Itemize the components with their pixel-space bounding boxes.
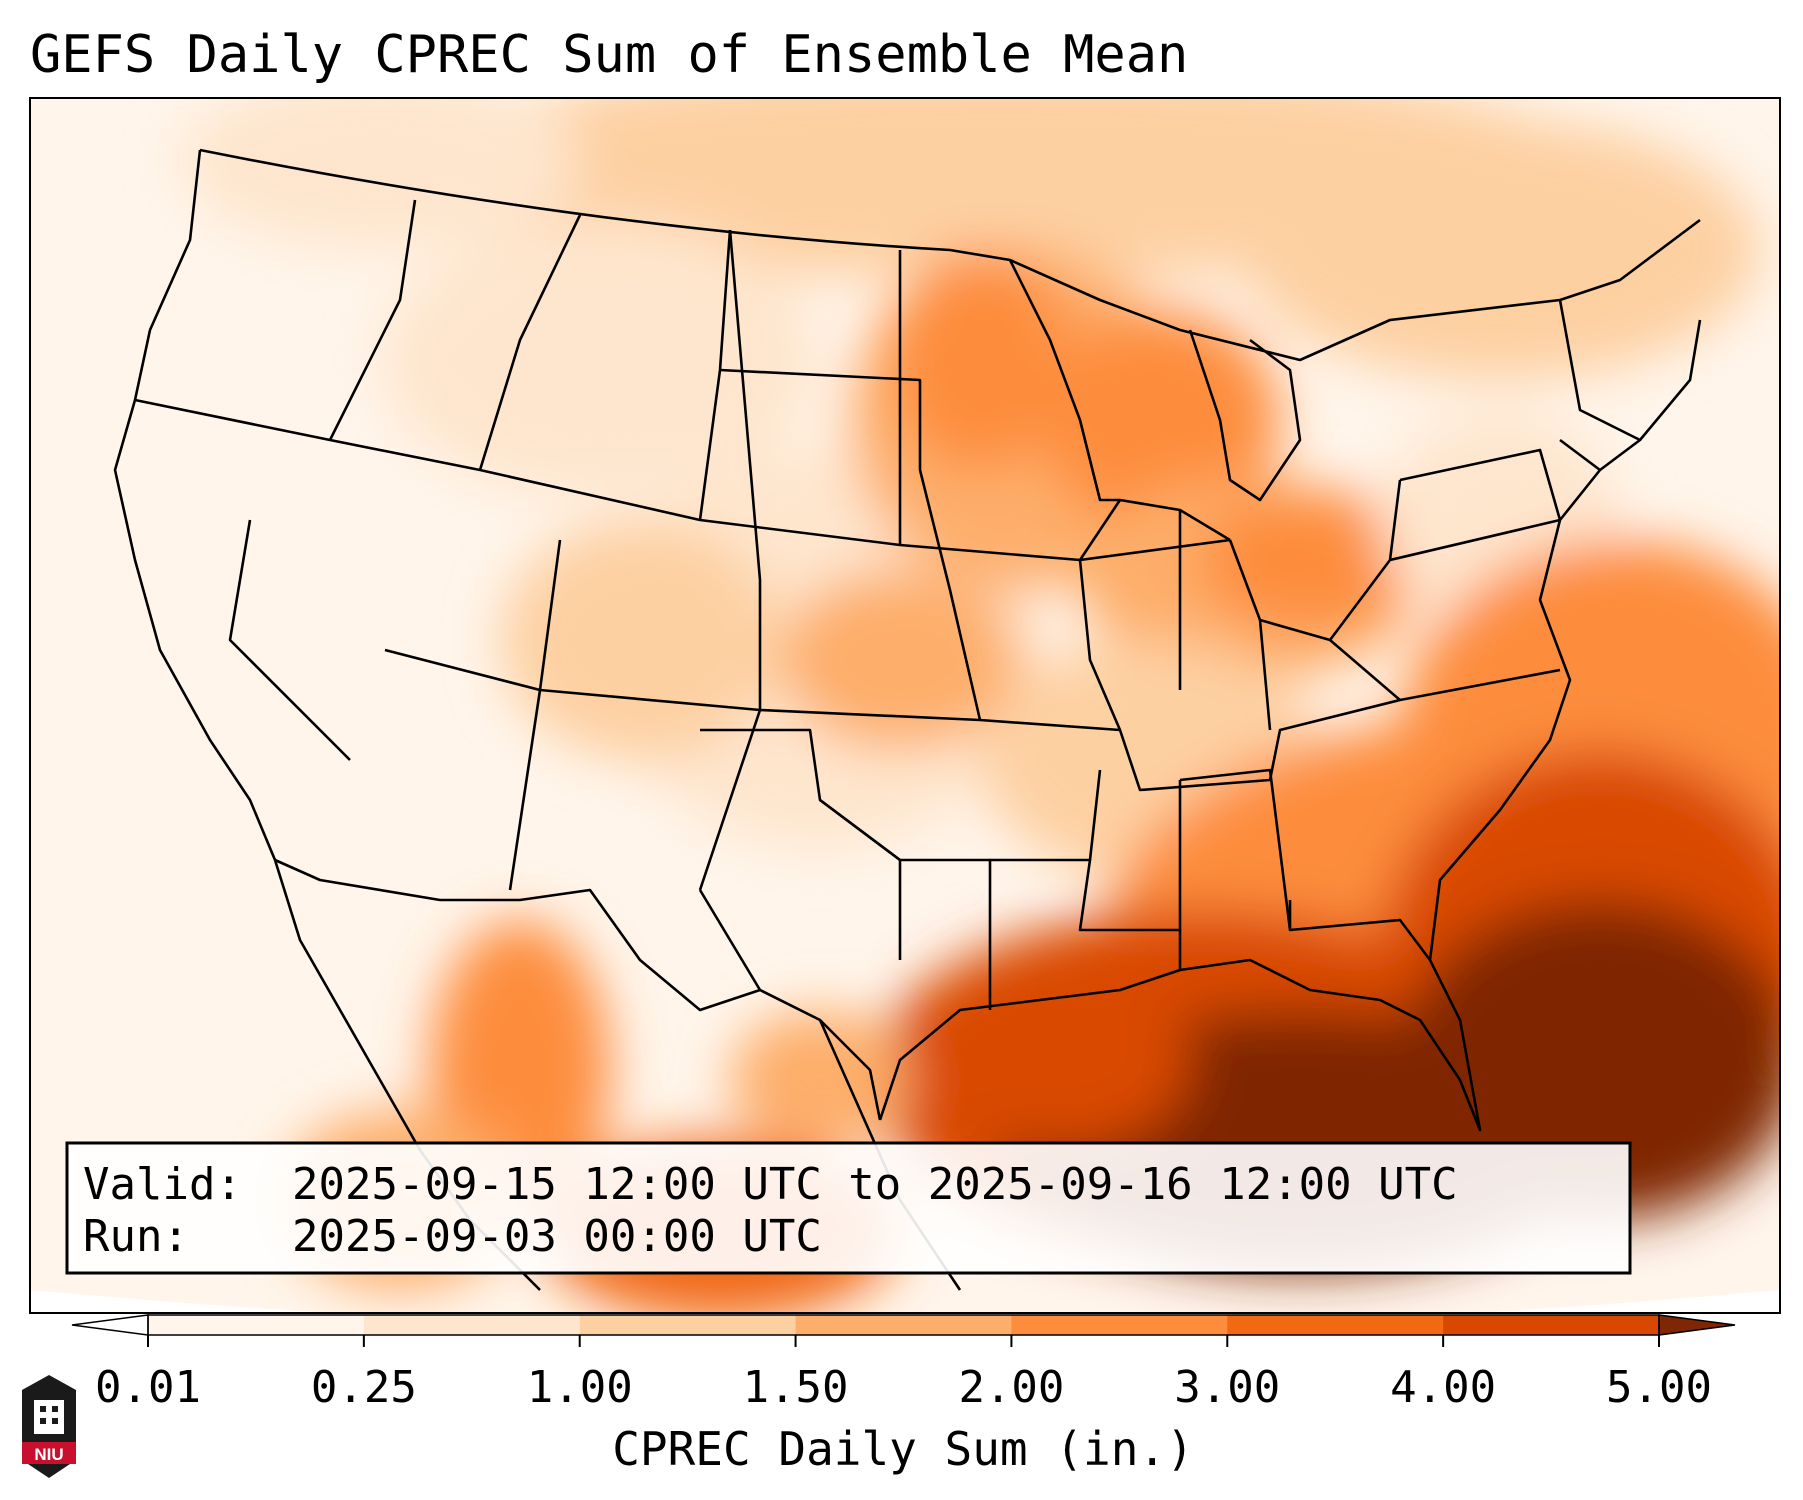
colorbar-label: CPREC Daily Sum (in.) xyxy=(612,1422,1194,1476)
colorbar: 0.01 0.25 1.00 1.50 2.00 3.00 4.00 5.00 CPREC D… xyxy=(71,1314,1736,1476)
colorbar-tick-label: 3.00 xyxy=(1174,1362,1280,1413)
colorbar-bin xyxy=(148,1315,365,1335)
niu-logo-text: NIU xyxy=(34,1445,63,1464)
run-label: Run: xyxy=(83,1211,189,1262)
colorbar-bin xyxy=(1443,1315,1660,1335)
colorbar-tick-label: 1.50 xyxy=(743,1362,849,1413)
colorbar-tick-label: 5.00 xyxy=(1606,1362,1712,1413)
colorbar-bin xyxy=(579,1315,797,1335)
info-box: Valid: 2025-09-15 12:00 UTC to 2025-09-1… xyxy=(65,1141,1632,1275)
map-title: GEFS Daily CPREC Sum of Ensemble Mean xyxy=(30,25,1188,85)
colorbar-tick-label: 0.25 xyxy=(311,1362,417,1413)
colorbar-bin xyxy=(363,1315,581,1335)
map-frame xyxy=(29,97,1781,1314)
colorbar-tick-label: 0.01 xyxy=(95,1362,201,1413)
boundary-lines xyxy=(113,148,1702,1291)
colorbar-tick-label: 4.00 xyxy=(1390,1362,1496,1413)
niu-logo: NIU xyxy=(22,1375,76,1478)
run-value: 2025-09-03 00:00 UTC xyxy=(292,1211,822,1262)
colorbar-tick-label: 2.00 xyxy=(958,1362,1064,1413)
valid-label: Valid: xyxy=(83,1159,242,1210)
colorbar-over-arrow xyxy=(1658,1314,1736,1336)
colorbar-bin xyxy=(1227,1315,1444,1335)
colorbar-bin xyxy=(1011,1315,1228,1335)
valid-value: 2025-09-15 12:00 UTC to 2025-09-16 12:00… xyxy=(292,1159,1458,1210)
precip-field xyxy=(30,98,1780,1313)
colorbar-under-arrow xyxy=(71,1314,149,1336)
colorbar-tick-label: 1.00 xyxy=(527,1362,633,1413)
colorbar-bin xyxy=(795,1315,1012,1335)
